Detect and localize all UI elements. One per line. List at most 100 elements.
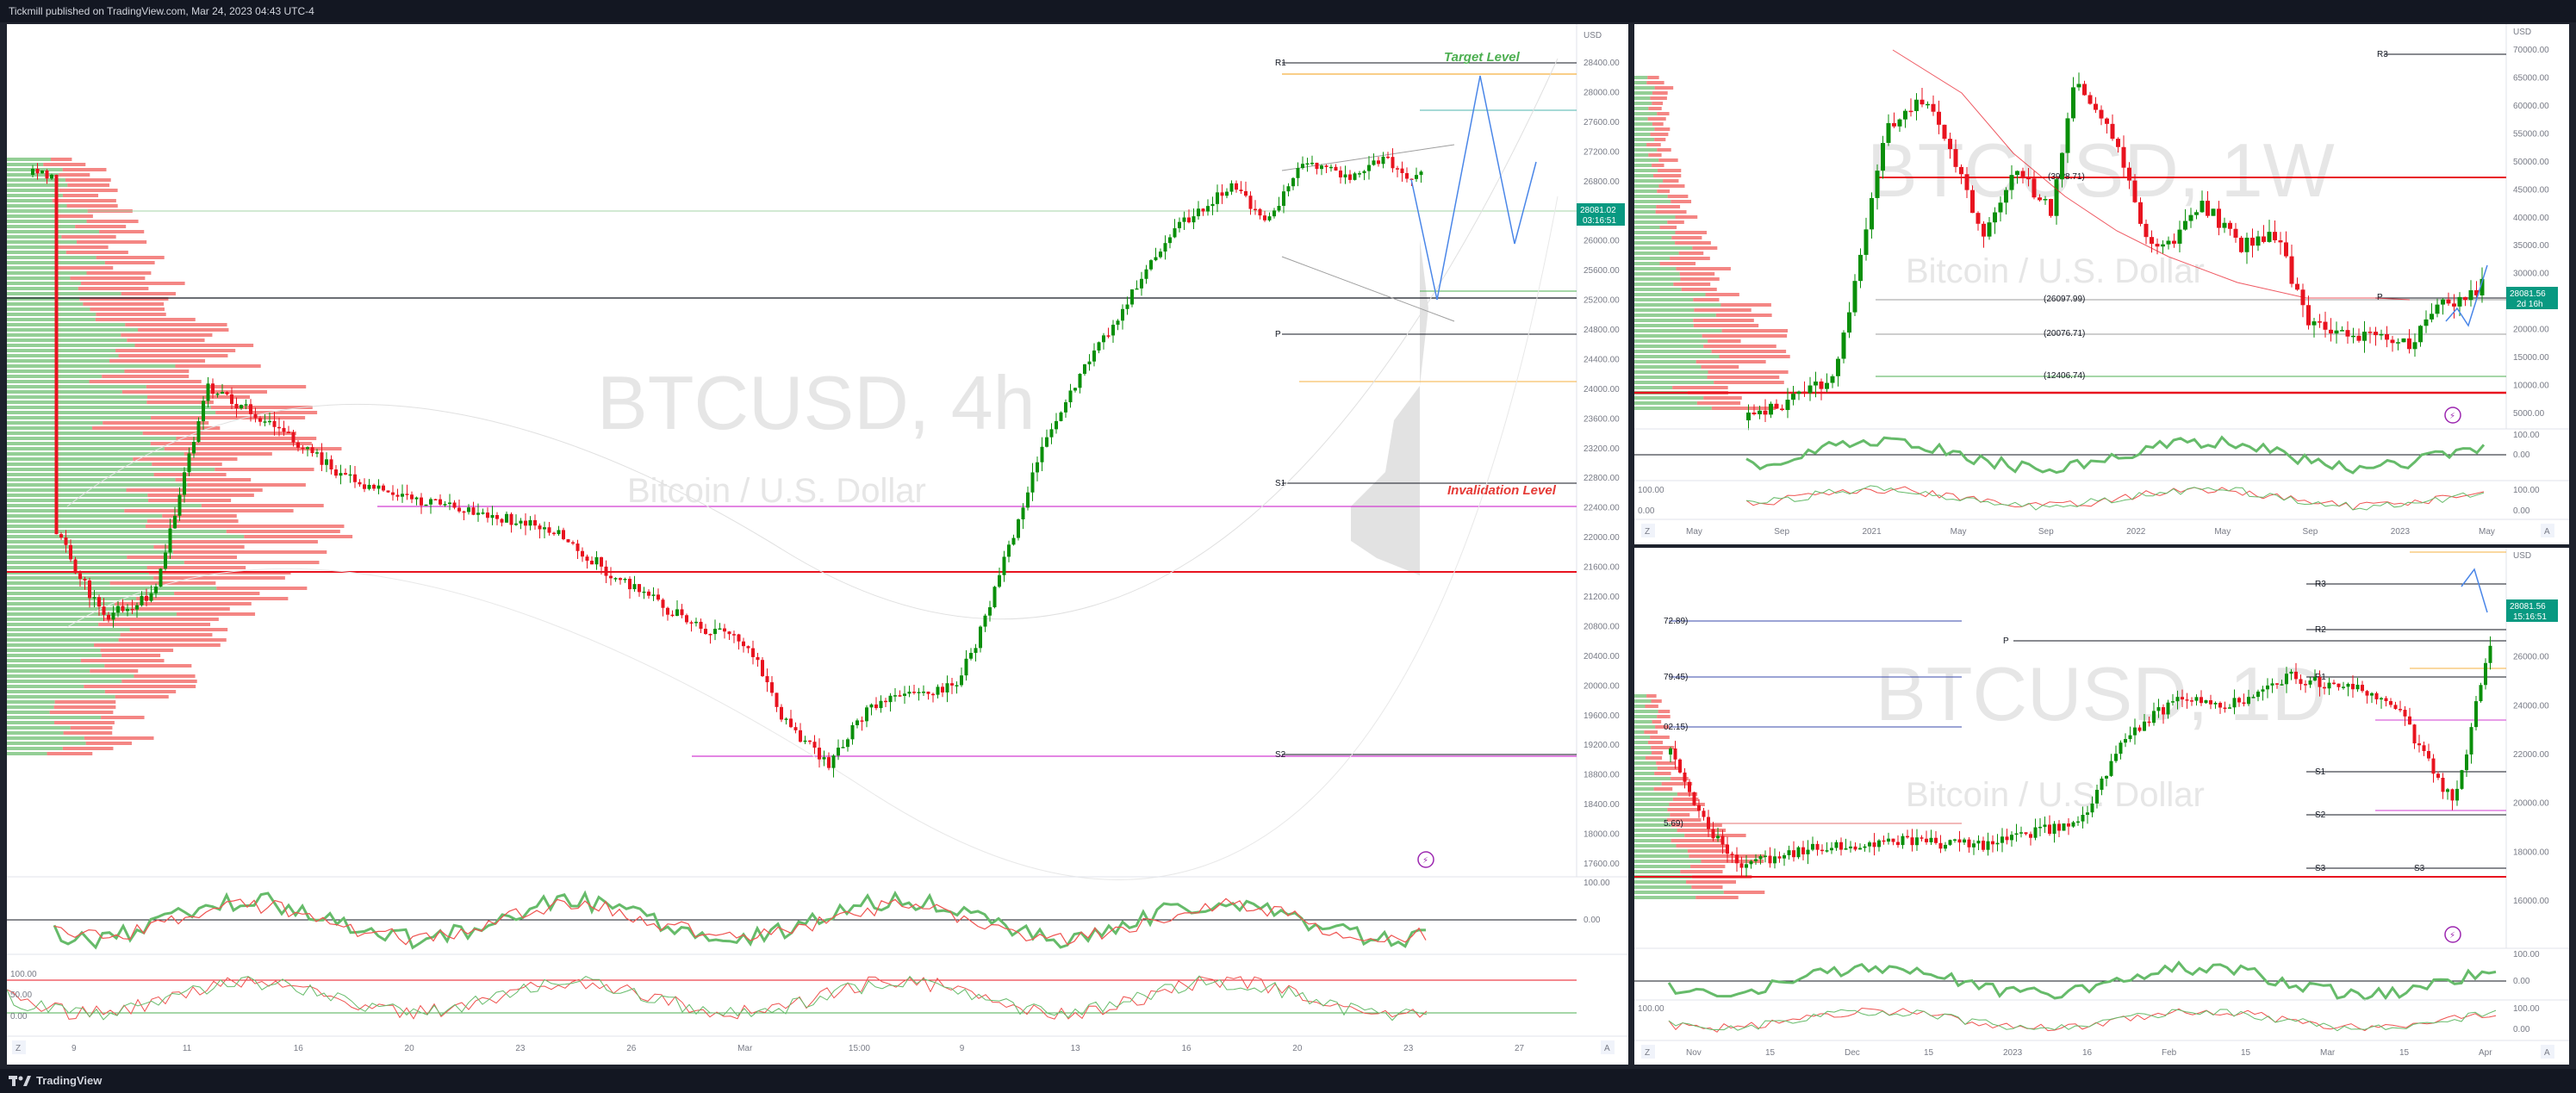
candle-body <box>1830 848 1833 851</box>
candle-body <box>1735 854 1739 864</box>
volume-bar <box>7 189 59 192</box>
candle-body <box>543 527 546 530</box>
candle-body <box>382 485 385 491</box>
volume-bar <box>7 602 115 605</box>
candle-body <box>1106 335 1111 337</box>
candle-body <box>35 169 40 174</box>
volume-bar <box>7 680 122 683</box>
main-price-axis[interactable]: 28400.00 28000.00 27600.00 27200.00 26800.00… <box>1584 59 1620 869</box>
volume-bar <box>1634 76 1648 79</box>
weekly-level-label-1: (26097.99) <box>2044 295 2085 304</box>
candle-body <box>1864 229 1869 255</box>
volume-bar <box>1634 772 1655 775</box>
daily-time-axis[interactable]: Nov 15 Dec 15 2023 16 Feb 15 Mar 15 Apr <box>1686 1048 2492 1058</box>
daily-stoch-tick-bottom: 0.00 <box>2513 1025 2530 1034</box>
candle-body <box>2262 236 2266 242</box>
volume-bar <box>1702 334 1788 338</box>
candle-body <box>1844 848 1848 850</box>
candle-body <box>2294 671 2298 680</box>
weekly-chart-pane[interactable]: BTCUSD, 1W Bitcoin / U.S. Dollar 70000.0… <box>1634 24 2569 544</box>
daily-stoch-lines <box>1668 1007 2497 1033</box>
volume-bar <box>7 437 177 440</box>
weekly-time-axis[interactable]: May Sep 2021 May Sep 2022 May Sep 2023 May <box>1686 527 2495 537</box>
weekly-price-axis[interactable]: 70000.00 65000.00 60000.00 55000.00 50000.00… <box>2513 46 2549 419</box>
candle-body <box>1220 192 1224 196</box>
candle-body <box>1908 110 1913 113</box>
volume-bar <box>1679 272 1715 276</box>
price-tick-label: 24400.00 <box>1584 355 1620 364</box>
candle-body <box>1881 142 1885 171</box>
main-tz-button[interactable] <box>12 1040 26 1054</box>
daily-chart-svg[interactable]: BTCUSD, 1D Bitcoin / U.S. Dollar 28000.0… <box>1634 548 2569 1065</box>
weekly-tz-button[interactable] <box>1641 524 1655 537</box>
lightning-icon[interactable] <box>1417 851 1434 868</box>
price-tick-label: 23200.00 <box>1584 444 1620 454</box>
volume-bar <box>1634 803 1670 806</box>
candle-body <box>2412 342 2417 350</box>
candle-body <box>689 622 694 624</box>
volume-bar <box>1658 184 1685 188</box>
candle-body <box>2147 721 2151 723</box>
candle-body <box>1102 335 1105 343</box>
volume-bar <box>65 178 111 182</box>
volume-bar <box>1634 200 1671 203</box>
volume-bar <box>164 447 342 450</box>
daily-scale-mode-button[interactable] <box>2541 1045 2554 1059</box>
lightning-icon[interactable] <box>2444 926 2461 943</box>
main-time-axis[interactable]: 9 11 16 20 23 26 Mar 15:00 9 13 16 20 23 27 <box>72 1044 1525 1053</box>
weekly-watermark-symbol: BTCUSD, 1W <box>1867 127 2335 213</box>
price-tick-label: 60000.00 <box>2513 102 2549 111</box>
main-scale-mode-button[interactable] <box>1601 1040 1615 1054</box>
lightning-icon[interactable] <box>2444 407 2461 424</box>
candle-body <box>874 704 878 709</box>
candle-body <box>1720 835 1725 845</box>
weekly-chart-svg[interactable]: BTCUSD, 1W Bitcoin / U.S. Dollar 70000.0… <box>1634 24 2569 544</box>
volume-bar <box>96 256 165 259</box>
main-stoch-tick-top: 100.00 <box>10 970 37 979</box>
weekly-scale-mode-button[interactable] <box>2541 524 2554 537</box>
candle-body <box>2177 229 2182 244</box>
candle-body <box>1815 843 1820 850</box>
volume-bar <box>146 401 214 404</box>
price-tick-label: 20800.00 <box>1584 622 1620 631</box>
candle-body <box>1272 210 1276 217</box>
candle-body <box>1915 837 1919 846</box>
volume-bar <box>1634 205 1657 208</box>
candle-body <box>1707 817 1710 829</box>
candle-body <box>756 656 760 661</box>
price-tick-label: 30000.00 <box>2513 270 2549 279</box>
volume-bar <box>7 514 163 518</box>
volume-bar <box>134 674 196 678</box>
candle-body <box>2038 826 2042 829</box>
candle-body <box>486 512 489 519</box>
daily-tz-button[interactable] <box>1641 1045 1655 1059</box>
candle-body <box>505 513 508 523</box>
volume-bar <box>1653 174 1682 177</box>
candle-body <box>2418 326 2423 343</box>
candle-body <box>481 512 485 514</box>
candle-body <box>1011 537 1016 545</box>
volume-bar <box>7 359 110 363</box>
volume-bar <box>1634 122 1652 126</box>
candle-body <box>258 418 262 422</box>
candle-body <box>1920 837 1924 839</box>
main-chart-pane[interactable]: BTCUSD, 4h Bitcoin / U.S. Dollar 28400.0… <box>7 24 1628 1065</box>
candle-body <box>54 174 59 535</box>
candle-body <box>433 499 438 500</box>
price-tick-label: 20400.00 <box>1584 652 1620 661</box>
candle-body <box>2356 335 2361 341</box>
volume-bar <box>148 499 232 502</box>
volume-bar <box>1687 849 1727 853</box>
time-tick-label: Sep <box>2038 527 2054 537</box>
volume-bar <box>7 695 115 699</box>
volume-bar <box>7 199 53 202</box>
candle-body <box>818 748 821 760</box>
volume-bar <box>1652 720 1662 723</box>
volume-bar <box>1634 376 1708 379</box>
daily-chart-pane[interactable]: BTCUSD, 1D Bitcoin / U.S. Dollar 28000.0… <box>1634 548 2569 1065</box>
volume-bar <box>1657 112 1670 115</box>
volume-bar <box>1634 818 1667 822</box>
candle-body <box>514 523 518 525</box>
main-chart-svg[interactable]: BTCUSD, 4h Bitcoin / U.S. Dollar 28400.0… <box>7 24 1628 1065</box>
candle-body <box>1026 492 1030 508</box>
